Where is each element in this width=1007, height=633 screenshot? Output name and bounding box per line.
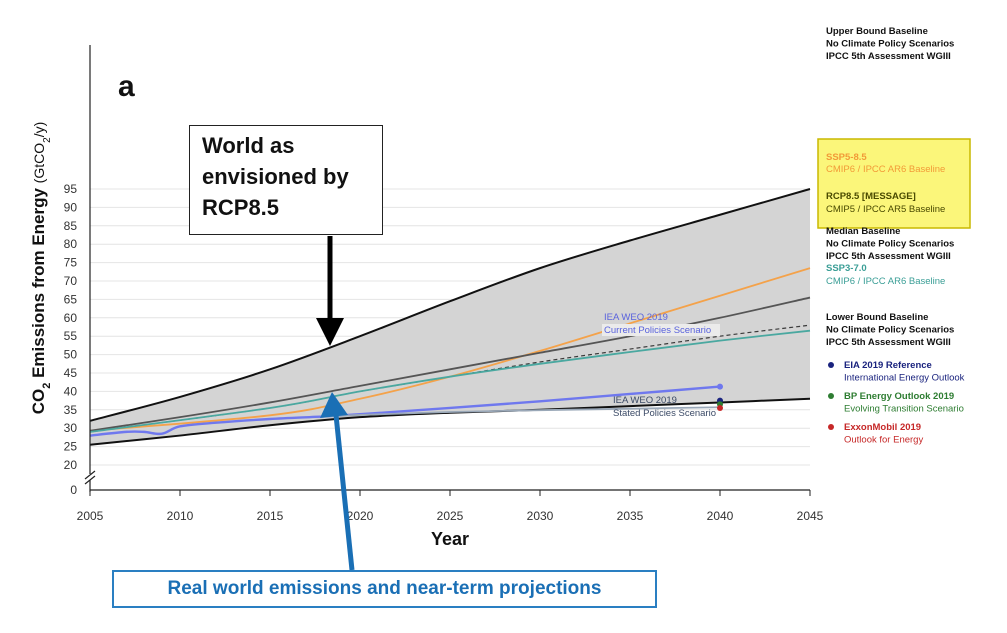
panel-label: a: [118, 70, 135, 103]
series-line-median-baseline: [89, 296, 811, 432]
baseline-range-band: [90, 189, 810, 445]
y-tick-label: 60: [64, 311, 78, 325]
legend-median-line: Median Baseline: [826, 226, 900, 237]
y-tick-label: 45: [64, 366, 78, 380]
series-line-iea-weo-2019-stated-policies-scenario: [323, 406, 721, 418]
legend-ssp370-title: SSP3-7.0: [826, 263, 867, 274]
real-world-callout-text: Real world emissions and near-term proje…: [167, 578, 602, 599]
axis-break-mark: [84, 470, 96, 485]
y-axis-title-part: /y): [31, 122, 47, 138]
x-tick-label: 2005: [77, 509, 104, 523]
iea-cps-label-sub: Current Policies Scenario: [604, 325, 711, 336]
legend-exxon-title: ExxonMobil 2019: [844, 422, 921, 433]
y-axis-title-part: Emissions from Energy: [29, 183, 48, 382]
rcp85-annotation-line-2: envisioned by: [202, 164, 349, 189]
legend-upper-bound-line: IPCC 5th Assessment WGIII: [826, 51, 951, 62]
series-line-ssp3-7-0: [89, 329, 811, 433]
y-tick-label: 70: [64, 274, 78, 288]
legend-lower-bound-line: Lower Bound Baseline: [826, 312, 928, 323]
legend-eia-sub: International Energy Outlook: [844, 373, 965, 384]
legend-rcp85-sub: CMIP5 / IPCC AR5 Baseline: [826, 204, 945, 215]
axis-break-gap: [84, 474, 96, 480]
y-tick-label: 40: [64, 384, 78, 398]
rcp-arrow-head: [316, 318, 344, 346]
upper-bound-line: [89, 188, 811, 422]
y-tick-label: 85: [64, 219, 78, 233]
point-exxonmobil-2019: [717, 404, 723, 411]
series-line-ssp5-8-5: [89, 267, 811, 432]
legend-eia-title: EIA 2019 Reference: [844, 360, 932, 371]
legend-bp-title: BP Energy Outlook 2019: [844, 391, 954, 402]
legend-ssp370-sub: CMIP6 / IPCC AR6 Baseline: [826, 276, 945, 287]
y-tick-label: 35: [64, 403, 78, 417]
legend-median-line: No Climate Policy Scenarios: [826, 239, 954, 250]
y-axis-title: CO2 Emissions from Energy (GtCO2/y): [29, 122, 53, 415]
legend-lower-bound-line: IPCC 5th Assessment WGIII: [826, 337, 951, 348]
legend-bp-marker: [828, 393, 834, 399]
y-tick-label: 95: [64, 182, 78, 196]
x-tick-label: 2020: [347, 509, 374, 523]
legend-exxon-marker: [828, 424, 834, 430]
x-tick-label: 2035: [617, 509, 644, 523]
iea-cps-label-title: IEA WEO 2019: [604, 312, 668, 323]
real-world-callout: Real world emissions and near-term proje…: [112, 570, 657, 608]
rcp85-annotation-box: World as envisioned by RCP8.5: [189, 125, 383, 235]
legend-ssp585-title: SSP5-8.5: [826, 152, 867, 163]
x-axis-title: Year: [431, 529, 469, 549]
y-tick-label: 65: [64, 292, 78, 306]
x-tick-label: 2015: [257, 509, 284, 523]
y-tick-label: 30: [64, 421, 78, 435]
y-tick-label: 20: [64, 458, 78, 472]
legend-upper-bound-line: No Climate Policy Scenarios: [826, 39, 954, 50]
y-tick-label: 50: [64, 348, 78, 362]
y-tick-label: 0: [70, 483, 77, 497]
iea-sps-label-title: IEA WEO 2019: [613, 395, 677, 406]
y-axis-title-part: (GtCO: [31, 143, 47, 184]
y-tick-label: 75: [64, 256, 78, 270]
x-tick-label: 2010: [167, 509, 194, 523]
legend-rcp85-title: RCP8.5 [MESSAGE]: [826, 191, 916, 202]
iea-sps-label-sub: Stated Policies Scenario: [613, 408, 716, 419]
point-iea-weo-2019-current-policies-scenario: [717, 383, 723, 390]
x-tick-label: 2025: [437, 509, 464, 523]
legend-lower-bound-line: No Climate Policy Scenarios: [826, 325, 954, 336]
real-world-arrow-shaft: [333, 414, 355, 571]
y-tick-label: 90: [64, 200, 78, 214]
legend-ssp585-sub: CMIP6 / IPCC AR6 Baseline: [826, 164, 945, 175]
y-axis-title-part: 2: [41, 383, 53, 389]
legend-median-line: IPCC 5th Assessment WGIII: [826, 251, 951, 262]
y-tick-label: 80: [64, 237, 78, 251]
y-tick-label: 25: [64, 440, 78, 454]
legend-bp-sub: Evolving Transition Scenario: [844, 404, 964, 415]
series-line-iea-weo-2019-current-policies-scenario: [89, 385, 721, 437]
real-world-arrow-head: [320, 392, 348, 418]
x-tick-label: 2030: [527, 509, 554, 523]
rcp85-annotation-line-3: RCP8.5: [202, 195, 280, 220]
legend-highlight-box: [817, 138, 971, 229]
legend-upper-bound-line: Upper Bound Baseline: [826, 26, 928, 37]
y-tick-label: 55: [64, 329, 78, 343]
x-tick-label: 2040: [707, 509, 734, 523]
y-axis-title-part: 2: [42, 137, 53, 143]
iea-cps-label-bg: [602, 324, 720, 336]
legend-exxon-sub: Outlook for Energy: [844, 435, 923, 446]
y-axis-title-part: CO: [29, 389, 48, 415]
x-tick-label: 2045: [797, 509, 824, 523]
legend-eia-marker: [828, 362, 834, 368]
rcp85-annotation-line-1: World as: [202, 133, 295, 158]
